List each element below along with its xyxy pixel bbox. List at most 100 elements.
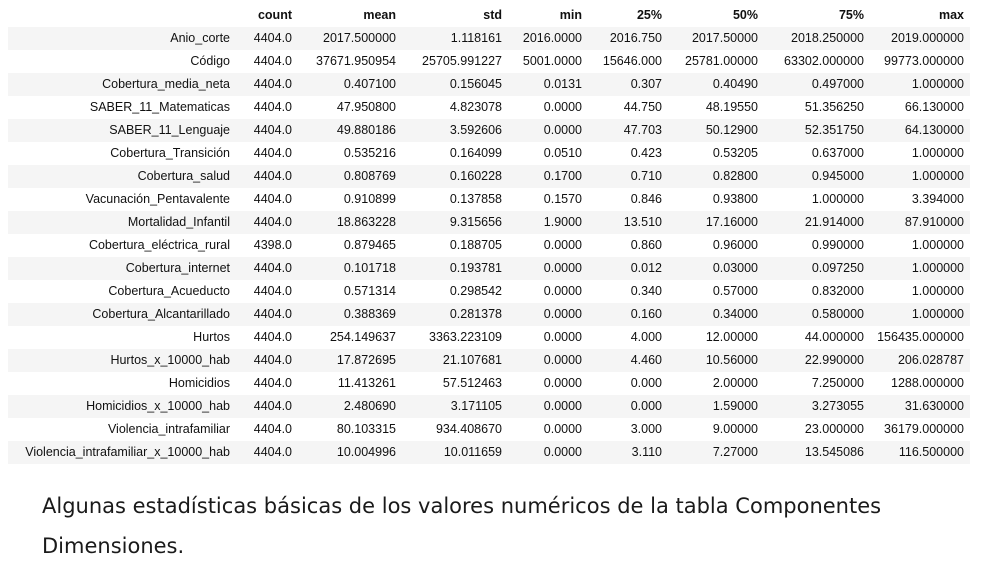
table-cell: 1.000000 <box>911 307 964 321</box>
table-cell: 0.193781 <box>449 261 502 275</box>
table-cell: 66.130000 <box>904 100 964 114</box>
table-cell: 4.823078 <box>449 100 502 114</box>
table-cell: 47.703 <box>623 123 662 137</box>
table-cell: 0.93800 <box>712 192 758 206</box>
table-cell: 4404.0 <box>253 330 292 344</box>
table-cell: 1.000000 <box>911 146 964 160</box>
table-cell: 4404.0 <box>253 123 292 137</box>
table-cell: 57.512463 <box>442 376 502 390</box>
table-cell: 4404.0 <box>253 353 292 367</box>
table-cell: 0.910899 <box>343 192 396 206</box>
table-cell: 0.000 <box>630 376 662 390</box>
table-cell: 25781.00000 <box>685 54 758 68</box>
table-cell: 0.0000 <box>543 422 582 436</box>
table-cell: 1.9000 <box>543 215 582 229</box>
row-label: Código <box>190 54 230 68</box>
table-cell: 13.510 <box>623 215 662 229</box>
table-cell: 4.000 <box>630 330 662 344</box>
table-cell: 80.103315 <box>336 422 396 436</box>
table-cell: 0.188705 <box>449 238 502 252</box>
row-label: Cobertura_Acueducto <box>108 284 230 298</box>
table-row: Hurtos_x_10000_hab 4404.0 17.872695 21.1076… <box>8 349 970 372</box>
table-cell: 2017.50000 <box>691 31 758 45</box>
row-label: Vacunación_Pentavalente <box>85 192 230 206</box>
table-cell: 0.298542 <box>449 284 502 298</box>
table-cell: 44.750 <box>623 100 662 114</box>
table-cell: 0.535216 <box>343 146 396 160</box>
table-cell: 22.990000 <box>804 353 864 367</box>
table-cell: 0.156045 <box>449 77 502 91</box>
table-cell: 0.53205 <box>712 146 758 160</box>
column-header-mean: mean <box>363 8 396 22</box>
table-cell: 23.000000 <box>804 422 864 436</box>
column-header-count: count <box>257 8 292 22</box>
table-cell: 4404.0 <box>253 307 292 321</box>
table-cell: 4404.0 <box>253 376 292 390</box>
column-header-min: min <box>559 8 582 22</box>
table-cell: 0.637000 <box>811 146 864 160</box>
row-label: Hurtos <box>193 330 230 344</box>
table-cell: 4404.0 <box>253 215 292 229</box>
row-label: Homicidios_x_10000_hab <box>86 399 230 413</box>
table-cell: 0.423 <box>630 146 662 160</box>
table-cell: 0.407100 <box>343 77 396 91</box>
table-caption: Algunas estadísticas básicas de los valo… <box>42 494 882 558</box>
table-cell: 0.0510 <box>543 146 582 160</box>
table-cell: 0.0000 <box>543 330 582 344</box>
row-label: Cobertura_salud <box>137 169 230 183</box>
table-cell: 10.56000 <box>705 353 758 367</box>
table-row: Violencia_intrafamiliar 4404.0 80.103315 93… <box>8 418 970 441</box>
table-cell: 4404.0 <box>253 261 292 275</box>
row-label: Violencia_intrafamiliar <box>107 422 230 436</box>
table-cell: 4.460 <box>630 353 662 367</box>
table-body: Anio_corte 4404.0 2017.500000 1.118161 2016.… <box>8 27 970 464</box>
column-header-max: max <box>938 8 964 22</box>
table-cell: 0.40490 <box>712 77 758 91</box>
table-cell: 0.0131 <box>543 77 582 91</box>
table-cell: 0.710 <box>630 169 662 183</box>
table-cell: 0.012 <box>630 261 662 275</box>
table-cell: 1.118161 <box>450 31 502 45</box>
table-cell: 10.011659 <box>443 445 502 459</box>
table-cell: 2016.0000 <box>522 31 582 45</box>
table-cell: 2.480690 <box>343 399 396 413</box>
table-cell: 0.281378 <box>449 307 502 321</box>
table-cell: 4404.0 <box>253 284 292 298</box>
table-cell: 934.408670 <box>435 422 502 436</box>
table-cell: 0.160228 <box>449 169 502 183</box>
table-cell: 3.394000 <box>911 192 964 206</box>
table-row: Cobertura_media_neta 4404.0 0.407100 0.1560… <box>8 73 970 96</box>
table-cell: 0.388369 <box>343 307 396 321</box>
table-cell: 0.03000 <box>712 261 758 275</box>
row-label: Cobertura_media_neta <box>102 77 230 91</box>
table-cell: 0.879465 <box>343 238 396 252</box>
table-row: Código 4404.0 37671.950954 25705.991227 5001… <box>8 50 970 73</box>
table-cell: 0.860 <box>630 238 662 252</box>
table-cell: 1288.000000 <box>891 376 964 390</box>
row-label: Violencia_intrafamiliar_x_10000_hab <box>25 445 230 459</box>
table-cell: 3.110 <box>631 445 662 459</box>
table-cell: 0.000 <box>630 399 662 413</box>
table-cell: 4404.0 <box>253 146 292 160</box>
table-cell: 4404.0 <box>253 422 292 436</box>
table-cell: 0.0000 <box>543 284 582 298</box>
column-header-std: std <box>483 8 502 22</box>
table-cell: 31.630000 <box>904 399 964 413</box>
table-cell: 7.250000 <box>811 376 864 390</box>
table-cell: 4404.0 <box>253 100 292 114</box>
table-cell: 4404.0 <box>253 399 292 413</box>
table-cell: 0.990000 <box>811 238 864 252</box>
row-label: SABER_11_Lenguaje <box>109 123 230 137</box>
table-cell: 2017.500000 <box>323 31 396 45</box>
table-cell: 0.945000 <box>811 169 864 183</box>
table-cell: 36179.000000 <box>884 422 964 436</box>
table-row: Vacunación_Pentavalente 4404.0 0.910899 0.1… <box>8 188 970 211</box>
table-row: Cobertura_internet 4404.0 0.101718 0.193781… <box>8 257 970 280</box>
table-row: Hurtos 4404.0 254.149637 3363.223109 0.0000 4… <box>8 326 970 349</box>
table-cell: 1.000000 <box>911 169 964 183</box>
table-cell: 0.580000 <box>811 307 864 321</box>
table-cell: 4404.0 <box>253 54 292 68</box>
table-cell: 0.96000 <box>712 238 758 252</box>
table-cell: 4404.0 <box>253 445 292 459</box>
table-cell: 0.57000 <box>712 284 758 298</box>
